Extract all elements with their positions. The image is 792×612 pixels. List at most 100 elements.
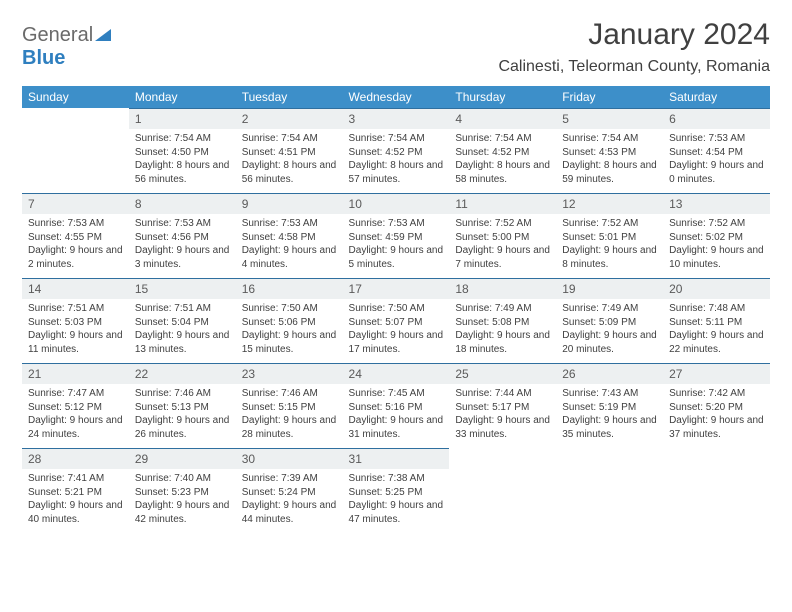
day-cell: 16Sunrise: 7:50 AMSunset: 5:06 PMDayligh… [236,278,343,363]
day-cell: 4Sunrise: 7:54 AMSunset: 4:52 PMDaylight… [449,108,556,193]
day-cell: 11Sunrise: 7:52 AMSunset: 5:00 PMDayligh… [449,193,556,278]
day-body: Sunrise: 7:43 AMSunset: 5:19 PMDaylight:… [556,384,663,447]
day-number: 2 [236,108,343,129]
day-number: 26 [556,363,663,384]
day-cell: 6Sunrise: 7:53 AMSunset: 4:54 PMDaylight… [663,108,770,193]
day-cell: 5Sunrise: 7:54 AMSunset: 4:53 PMDaylight… [556,108,663,193]
day-number: 14 [22,278,129,299]
day-body: Sunrise: 7:41 AMSunset: 5:21 PMDaylight:… [22,469,129,532]
day-cell: 31Sunrise: 7:38 AMSunset: 5:25 PMDayligh… [343,448,450,533]
day-number: 18 [449,278,556,299]
day-number: 15 [129,278,236,299]
dow-sunday: Sunday [22,86,129,108]
day-cell: 3Sunrise: 7:54 AMSunset: 4:52 PMDaylight… [343,108,450,193]
day-cell: 29Sunrise: 7:40 AMSunset: 5:23 PMDayligh… [129,448,236,533]
day-body: Sunrise: 7:53 AMSunset: 4:59 PMDaylight:… [343,214,450,277]
day-cell: 14Sunrise: 7:51 AMSunset: 5:03 PMDayligh… [22,278,129,363]
day-number: 22 [129,363,236,384]
dow-saturday: Saturday [663,86,770,108]
day-cell: 22Sunrise: 7:46 AMSunset: 5:13 PMDayligh… [129,363,236,448]
day-cell: . [556,448,663,533]
day-body: Sunrise: 7:45 AMSunset: 5:16 PMDaylight:… [343,384,450,447]
day-number: 7 [22,193,129,214]
day-number: 5 [556,108,663,129]
day-cell: 26Sunrise: 7:43 AMSunset: 5:19 PMDayligh… [556,363,663,448]
calendar-table: SundayMondayTuesdayWednesdayThursdayFrid… [22,86,770,533]
day-number: 30 [236,448,343,469]
day-body: Sunrise: 7:49 AMSunset: 5:09 PMDaylight:… [556,299,663,362]
calendar-head: SundayMondayTuesdayWednesdayThursdayFrid… [22,86,770,108]
day-body: Sunrise: 7:46 AMSunset: 5:15 PMDaylight:… [236,384,343,447]
day-number: 20 [663,278,770,299]
day-body: Sunrise: 7:53 AMSunset: 4:56 PMDaylight:… [129,214,236,277]
day-number: 3 [343,108,450,129]
day-cell: 12Sunrise: 7:52 AMSunset: 5:01 PMDayligh… [556,193,663,278]
day-cell: 2Sunrise: 7:54 AMSunset: 4:51 PMDaylight… [236,108,343,193]
day-cell: 13Sunrise: 7:52 AMSunset: 5:02 PMDayligh… [663,193,770,278]
day-body: Sunrise: 7:52 AMSunset: 5:02 PMDaylight:… [663,214,770,277]
triangle-icon [95,27,111,41]
day-cell: . [22,108,129,193]
day-body: Sunrise: 7:39 AMSunset: 5:24 PMDaylight:… [236,469,343,532]
location-text: Calinesti, Teleorman County, Romania [498,58,770,76]
day-body: Sunrise: 7:40 AMSunset: 5:23 PMDaylight:… [129,469,236,532]
day-number: 23 [236,363,343,384]
day-number: 1 [129,108,236,129]
day-cell: 28Sunrise: 7:41 AMSunset: 5:21 PMDayligh… [22,448,129,533]
day-number: 25 [449,363,556,384]
day-number: 19 [556,278,663,299]
day-body: Sunrise: 7:50 AMSunset: 5:07 PMDaylight:… [343,299,450,362]
brand-text: General Blue [22,24,111,70]
day-cell: 21Sunrise: 7:47 AMSunset: 5:12 PMDayligh… [22,363,129,448]
day-number: 27 [663,363,770,384]
day-cell: 25Sunrise: 7:44 AMSunset: 5:17 PMDayligh… [449,363,556,448]
day-number: 21 [22,363,129,384]
day-body: Sunrise: 7:44 AMSunset: 5:17 PMDaylight:… [449,384,556,447]
day-body: Sunrise: 7:52 AMSunset: 5:00 PMDaylight:… [449,214,556,277]
day-cell: 10Sunrise: 7:53 AMSunset: 4:59 PMDayligh… [343,193,450,278]
day-number: 16 [236,278,343,299]
day-cell: . [663,448,770,533]
day-body: Sunrise: 7:53 AMSunset: 4:55 PMDaylight:… [22,214,129,277]
day-body: Sunrise: 7:51 AMSunset: 5:04 PMDaylight:… [129,299,236,362]
day-cell: 7Sunrise: 7:53 AMSunset: 4:55 PMDaylight… [22,193,129,278]
week-row: 14Sunrise: 7:51 AMSunset: 5:03 PMDayligh… [22,278,770,363]
month-title: January 2024 [498,18,770,52]
week-row: 21Sunrise: 7:47 AMSunset: 5:12 PMDayligh… [22,363,770,448]
day-cell: 1Sunrise: 7:54 AMSunset: 4:50 PMDaylight… [129,108,236,193]
day-body: Sunrise: 7:47 AMSunset: 5:12 PMDaylight:… [22,384,129,447]
day-body: Sunrise: 7:53 AMSunset: 4:58 PMDaylight:… [236,214,343,277]
day-body: Sunrise: 7:54 AMSunset: 4:53 PMDaylight:… [556,129,663,192]
day-body: Sunrise: 7:42 AMSunset: 5:20 PMDaylight:… [663,384,770,447]
day-cell: 15Sunrise: 7:51 AMSunset: 5:04 PMDayligh… [129,278,236,363]
day-body: Sunrise: 7:54 AMSunset: 4:51 PMDaylight:… [236,129,343,192]
day-cell: 23Sunrise: 7:46 AMSunset: 5:15 PMDayligh… [236,363,343,448]
dow-row: SundayMondayTuesdayWednesdayThursdayFrid… [22,86,770,108]
day-number: 17 [343,278,450,299]
day-cell: 27Sunrise: 7:42 AMSunset: 5:20 PMDayligh… [663,363,770,448]
page-header: General Blue January 2024 Calinesti, Tel… [22,18,770,76]
day-number: 9 [236,193,343,214]
day-body: Sunrise: 7:38 AMSunset: 5:25 PMDaylight:… [343,469,450,532]
week-row: 28Sunrise: 7:41 AMSunset: 5:21 PMDayligh… [22,448,770,533]
day-cell: 18Sunrise: 7:49 AMSunset: 5:08 PMDayligh… [449,278,556,363]
day-body: Sunrise: 7:53 AMSunset: 4:54 PMDaylight:… [663,129,770,192]
day-body: Sunrise: 7:54 AMSunset: 4:52 PMDaylight:… [343,129,450,192]
day-number: 10 [343,193,450,214]
day-number: 6 [663,108,770,129]
day-body: Sunrise: 7:50 AMSunset: 5:06 PMDaylight:… [236,299,343,362]
day-cell: 19Sunrise: 7:49 AMSunset: 5:09 PMDayligh… [556,278,663,363]
day-number: 31 [343,448,450,469]
day-number: 24 [343,363,450,384]
brand-logo: General Blue [22,18,111,70]
day-body: Sunrise: 7:54 AMSunset: 4:52 PMDaylight:… [449,129,556,192]
day-number: 8 [129,193,236,214]
day-cell: . [449,448,556,533]
day-cell: 8Sunrise: 7:53 AMSunset: 4:56 PMDaylight… [129,193,236,278]
week-row: 7Sunrise: 7:53 AMSunset: 4:55 PMDaylight… [22,193,770,278]
day-body: Sunrise: 7:48 AMSunset: 5:11 PMDaylight:… [663,299,770,362]
calendar-body: .1Sunrise: 7:54 AMSunset: 4:50 PMDayligh… [22,108,770,533]
day-number: 4 [449,108,556,129]
day-number: 12 [556,193,663,214]
day-body: Sunrise: 7:49 AMSunset: 5:08 PMDaylight:… [449,299,556,362]
